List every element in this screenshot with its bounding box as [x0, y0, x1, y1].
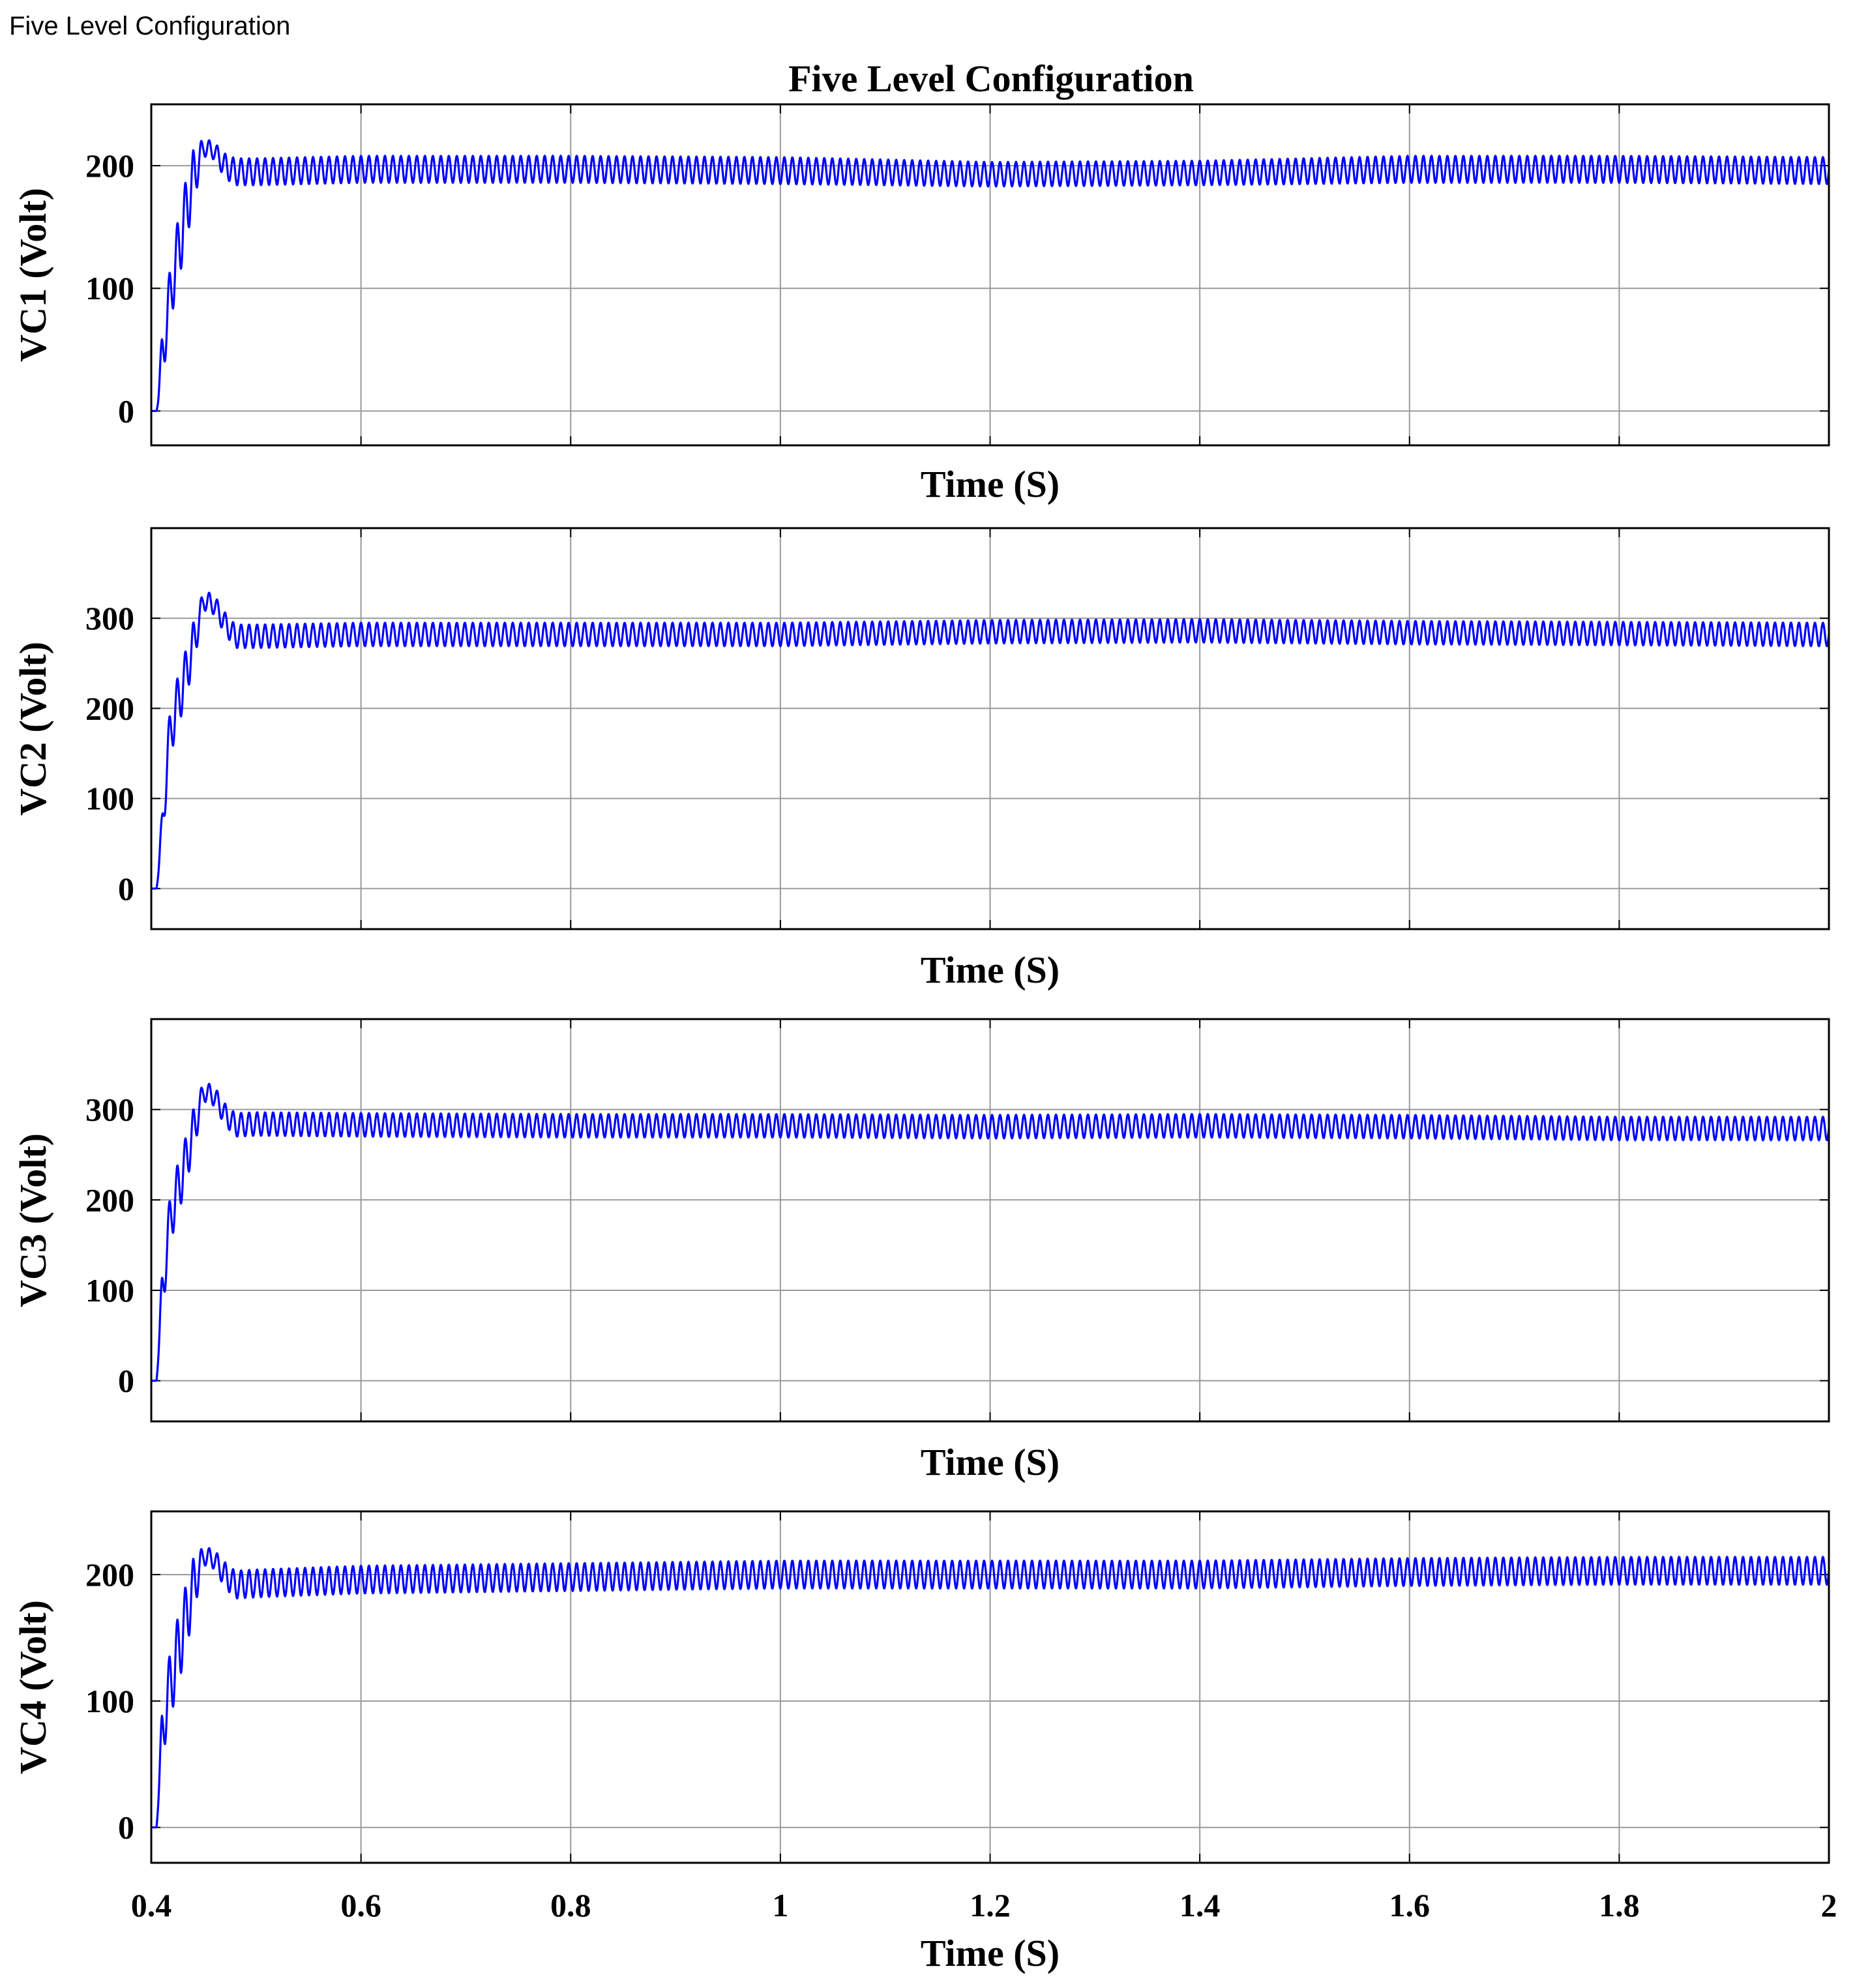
y-axis-label: VC1 (Volt) — [12, 188, 54, 362]
y-axis-label: VC2 (Volt) — [12, 642, 54, 816]
x-axis-label: Time (S) — [921, 949, 1060, 991]
subplot-4: 0.4 0.6 0.8 1 1.2 1.4 1.6 1.8 2 0 100 200 Time (S) VC… — [12, 1510, 1837, 1974]
window-title: Five Level Configuration — [9, 12, 291, 40]
x-tick-label: 1.4 — [1180, 1887, 1221, 1923]
series-line — [151, 1547, 1830, 1829]
x-axis-label: Time (S) — [921, 463, 1060, 505]
y-tick-label: 0 — [118, 1363, 134, 1399]
x-tick-label: 1.8 — [1599, 1887, 1640, 1923]
series-line — [151, 1082, 1830, 1382]
x-tick-label: 2 — [1821, 1887, 1837, 1923]
y-tick-label: 0 — [118, 1809, 134, 1846]
y-tick-label: 100 — [85, 780, 134, 817]
y-tick-label: 200 — [85, 690, 134, 726]
series-line — [151, 139, 1830, 412]
x-tick-label: 0.8 — [550, 1887, 591, 1923]
subplot-3: 0 100 200 300 Time (S) VC3 (Volt) — [12, 1018, 1830, 1483]
x-tick-label: 1.2 — [970, 1887, 1011, 1923]
subplot-1: 0 100 200 Time (S) VC1 (Volt) — [12, 103, 1830, 505]
y-tick-label: 100 — [85, 270, 134, 306]
x-tick-label: 0.4 — [131, 1887, 172, 1923]
x-axis-label: Time (S) — [921, 1441, 1060, 1483]
y-tick-label: 300 — [85, 1091, 134, 1128]
y-tick-label: 200 — [85, 147, 134, 184]
figure-title: Five Level Configuration — [788, 57, 1194, 100]
x-tick-label: 1.6 — [1389, 1887, 1431, 1923]
axes-frame — [150, 1510, 1830, 1864]
series-line — [151, 591, 1830, 890]
y-tick-label: 0 — [118, 870, 134, 907]
subplot-2: 0 100 200 300 Time (S) VC2 (Volt) — [12, 527, 1830, 991]
axes-frame — [150, 103, 1830, 447]
y-axis-label: VC4 (Volt) — [12, 1600, 54, 1774]
axes-frame — [150, 1018, 1830, 1423]
y-axis-label: VC3 (Volt) — [12, 1133, 54, 1307]
y-tick-label: 200 — [85, 1181, 134, 1218]
y-tick-label: 200 — [85, 1556, 134, 1593]
y-tick-label: 100 — [85, 1272, 134, 1309]
x-tick-label: 1 — [772, 1887, 788, 1923]
y-tick-label: 0 — [118, 393, 134, 429]
axes-frame — [150, 527, 1830, 930]
y-tick-label: 300 — [85, 600, 134, 636]
x-tick-label: 0.6 — [340, 1887, 381, 1923]
y-tick-label: 100 — [85, 1683, 134, 1719]
x-axis-label: Time (S) — [921, 1932, 1060, 1974]
